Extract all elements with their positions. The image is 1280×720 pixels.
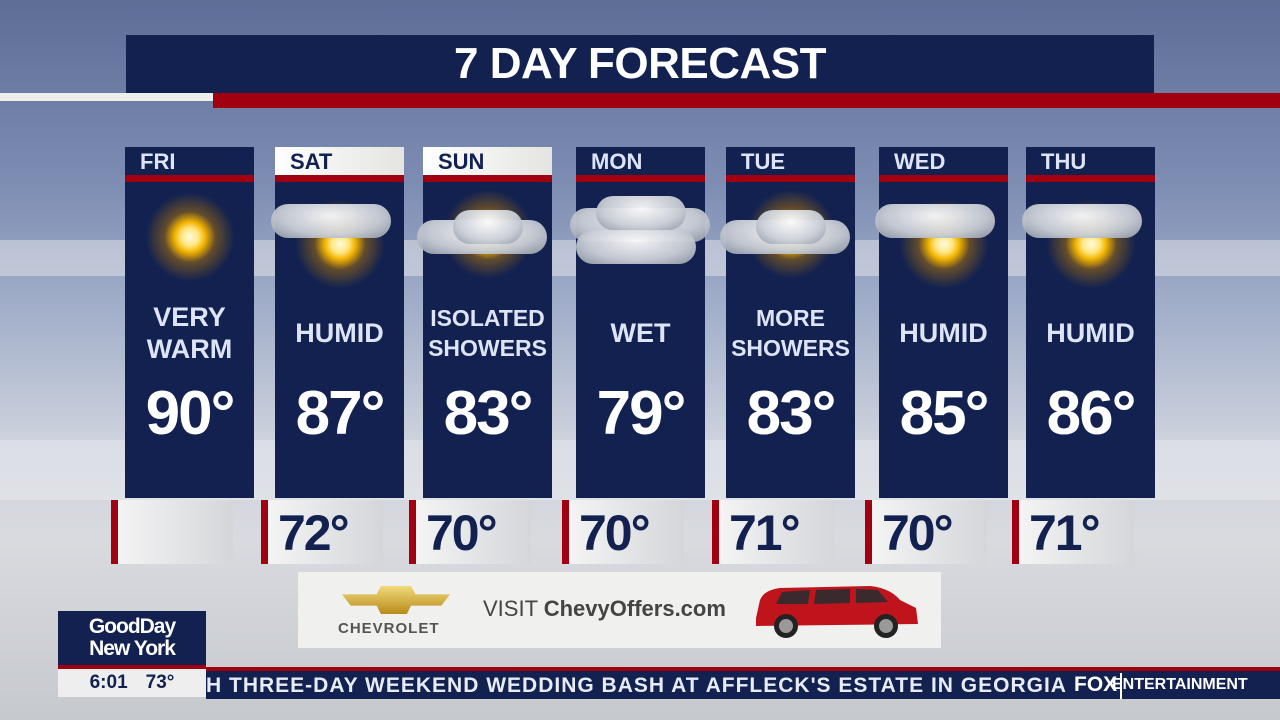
day-label: TUE xyxy=(741,149,785,174)
time-temp: 6:01 73° xyxy=(58,669,206,697)
condition: WET xyxy=(610,318,671,348)
forecast-card-sat: SAT HUMID 87° xyxy=(271,147,404,498)
logo-line: New York xyxy=(89,637,176,660)
low-temp-box: 70° xyxy=(562,500,684,564)
high-temp: 83° xyxy=(746,379,837,448)
divider xyxy=(111,500,118,564)
title-bar: 7 DAY FORECAST xyxy=(126,35,1154,93)
cloud-shape xyxy=(1022,204,1142,238)
condition: MORE SHOWERS xyxy=(731,305,850,361)
day-label: SUN xyxy=(423,147,552,175)
low-temp-box: 70° xyxy=(865,500,987,564)
low-temp-box: 71° xyxy=(1012,500,1134,564)
sun-shape xyxy=(144,192,235,282)
condition: HUMID xyxy=(1046,318,1135,348)
cloud-shape xyxy=(596,196,686,230)
chevrolet-ad[interactable]: CHEVROLET VISIT ChevyOffers.com xyxy=(298,572,941,648)
fox-logo: FOX xyxy=(1074,673,1123,699)
divider xyxy=(125,175,254,182)
forecast-card-mon: MON WET 79° xyxy=(570,147,710,498)
divider xyxy=(261,500,268,564)
high-temp: 90° xyxy=(145,379,236,448)
ad-brand: CHEVROLET xyxy=(338,620,440,637)
condition: HUMID xyxy=(295,318,384,348)
forecast-card-thu: THU HUMID 86° xyxy=(1022,147,1155,498)
ticker-text: H THREE-DAY WEEKEND WEDDING BASH AT AFFL… xyxy=(206,674,1067,697)
low-temp-box: 70° xyxy=(409,500,531,564)
high-temp: 87° xyxy=(295,379,386,448)
day-label: SAT xyxy=(275,147,404,175)
divider xyxy=(712,500,719,564)
logo-line: GoodDay xyxy=(88,615,176,638)
low-temp-box: 71° xyxy=(712,500,834,564)
low-temp-box xyxy=(111,500,233,564)
divider xyxy=(0,93,213,101)
news-ticker: H THREE-DAY WEEKEND WEDDING BASH AT AFFL… xyxy=(206,667,1280,699)
divider xyxy=(409,500,416,564)
page-title: 7 DAY FORECAST xyxy=(454,39,826,88)
forecast-card-fri: FRI VERY WARM 90° xyxy=(125,147,254,498)
station-logo: GoodDay New York xyxy=(58,611,206,669)
ad-text: VISIT ChevyOffers.com xyxy=(483,596,726,622)
ad-prefix: VISIT xyxy=(483,596,544,621)
sun-with-clouds-icon xyxy=(1022,182,1155,292)
ad-site: ChevyOffers.com xyxy=(543,596,726,621)
high-temp: 83° xyxy=(443,379,534,448)
cloud-shape xyxy=(453,210,523,244)
low-temp: 70° xyxy=(882,505,954,561)
divider xyxy=(562,500,569,564)
sun-with-clouds-icon xyxy=(875,182,1008,292)
low-temp: 71° xyxy=(729,505,801,561)
forecast-card-tue: TUE MORE SHOWERS 83° xyxy=(720,147,855,498)
low-temp: 70° xyxy=(579,505,651,561)
divider xyxy=(213,93,1280,108)
chevrolet-logo xyxy=(342,586,450,614)
condition: VERY WARM xyxy=(146,302,233,364)
high-temp: 85° xyxy=(899,379,990,448)
divider xyxy=(275,175,404,182)
day-label: MON xyxy=(591,149,643,174)
current-temp: 73° xyxy=(145,672,175,693)
low-temp: 70° xyxy=(426,505,498,561)
divider xyxy=(1026,175,1155,182)
forecast-card-wed: WED HUMID 85° xyxy=(875,147,1008,498)
low-temp-box: 72° xyxy=(261,500,383,564)
day-label: THU xyxy=(1041,149,1087,174)
forecast-card-sun: SUN ISOLATED SHOWERS 83° xyxy=(417,147,552,498)
condition: HUMID xyxy=(899,318,988,348)
sun-behind-cloud-icon xyxy=(720,182,855,292)
low-temp: 72° xyxy=(278,505,350,561)
high-temp: 86° xyxy=(1046,379,1137,448)
cloud-shape xyxy=(576,230,696,264)
car-image xyxy=(756,586,918,638)
divider xyxy=(865,500,872,564)
divider xyxy=(423,175,552,182)
sun-behind-cloud-icon xyxy=(417,182,552,292)
divider xyxy=(879,175,1008,182)
divider xyxy=(1012,500,1019,564)
ticker-section: ENTERTAINMENT xyxy=(1112,676,1248,693)
divider xyxy=(726,175,855,182)
sun-icon xyxy=(125,182,254,292)
cloudy-icon xyxy=(570,182,710,292)
low-temp: 71° xyxy=(1029,505,1101,561)
divider xyxy=(576,175,705,182)
day-label: FRI xyxy=(140,149,176,174)
sun-with-clouds-icon xyxy=(271,182,404,292)
cloud-shape xyxy=(271,204,391,238)
high-temp: 79° xyxy=(596,379,687,448)
cloud-shape xyxy=(875,204,995,238)
condition: ISOLATED SHOWERS xyxy=(428,305,547,361)
cloud-shape xyxy=(756,210,826,244)
time: 6:01 xyxy=(89,672,128,693)
day-label: WED xyxy=(894,149,946,174)
